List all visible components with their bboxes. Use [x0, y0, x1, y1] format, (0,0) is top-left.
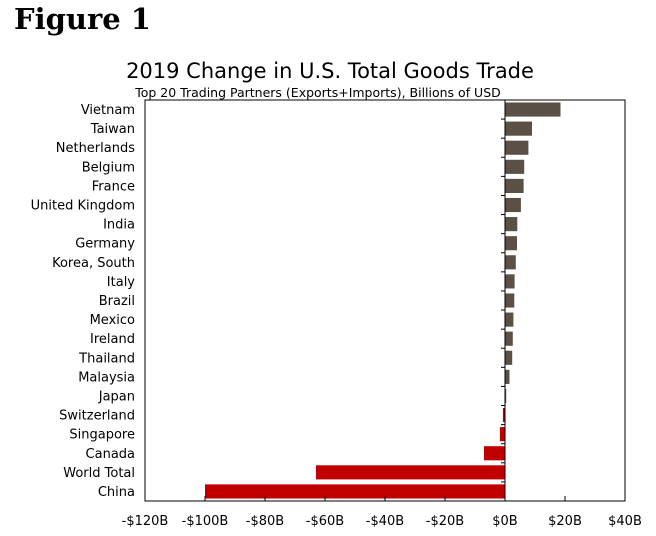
- bar-vietnam: [505, 102, 561, 117]
- bars-group: [205, 99, 561, 501]
- x-tick-label: -$20B: [426, 514, 464, 529]
- bar-india: [505, 217, 518, 232]
- x-tick-label: -$100B: [182, 514, 229, 529]
- category-label: World Total: [63, 466, 135, 481]
- category-label: Switzerland: [59, 409, 135, 424]
- bar-belgium: [505, 159, 525, 174]
- bar-world-total: [316, 465, 505, 480]
- bar-taiwan: [505, 121, 532, 136]
- category-labels: Vietnam Taiwan Netherlands Belgium France Uni…: [31, 103, 136, 500]
- category-label: Korea, South: [52, 256, 135, 271]
- category-label: France: [92, 179, 135, 194]
- bar-china: [205, 484, 505, 499]
- x-tick-label: $40B: [608, 514, 642, 529]
- category-label: China: [98, 485, 135, 500]
- x-tick-label: -$40B: [366, 514, 404, 529]
- category-label: Vietnam: [81, 103, 135, 118]
- x-axis-ticks: -$120B -$100B -$80B -$60B -$40B -$20B $0B $20B $…: [122, 496, 642, 529]
- x-tick-label: $0B: [492, 514, 517, 529]
- category-label: Japan: [98, 389, 135, 404]
- bar-korea-south: [505, 255, 516, 270]
- category-label: Netherlands: [56, 141, 135, 156]
- x-tick-label: -$80B: [246, 514, 284, 529]
- bar-france: [505, 178, 524, 193]
- bar-japan: [505, 388, 507, 404]
- category-label: Canada: [86, 447, 135, 462]
- category-label: Taiwan: [90, 122, 135, 137]
- category-label: India: [103, 218, 135, 233]
- bar-ireland: [505, 331, 513, 346]
- x-tick-label: $20B: [548, 514, 582, 529]
- plot-frame: [144, 99, 626, 502]
- bar-netherlands: [505, 140, 529, 155]
- bar-singapore: [499, 427, 505, 442]
- category-label: Brazil: [99, 294, 135, 309]
- category-label: United Kingdom: [31, 199, 135, 214]
- category-label: Singapore: [69, 428, 135, 443]
- bar-mexico: [505, 312, 514, 327]
- bar-malaysia: [505, 369, 510, 384]
- bar-united-kingdom: [505, 197, 521, 213]
- category-label: Thailand: [78, 351, 135, 366]
- category-label: Belgium: [82, 160, 135, 175]
- bar-switzerland: [502, 408, 505, 423]
- bar-thailand: [505, 350, 513, 365]
- category-label: Malaysia: [78, 370, 135, 385]
- x-tick-label: -$120B: [122, 514, 169, 529]
- category-label: Italy: [107, 275, 136, 290]
- category-label: Ireland: [90, 332, 135, 347]
- figure-label: Figure 1: [14, 2, 151, 36]
- bar-italy: [505, 274, 515, 289]
- bar-germany: [505, 236, 517, 251]
- chart-title: 2019 Change in U.S. Total Goods Trade: [126, 59, 534, 83]
- x-tick-label: -$60B: [306, 514, 344, 529]
- category-label: Germany: [75, 237, 135, 252]
- chart-subtitle: Top 20 Trading Partners (Exports+Imports…: [134, 85, 501, 100]
- bar-canada: [484, 446, 505, 461]
- category-label: Mexico: [90, 313, 135, 328]
- bar-brazil: [505, 293, 515, 308]
